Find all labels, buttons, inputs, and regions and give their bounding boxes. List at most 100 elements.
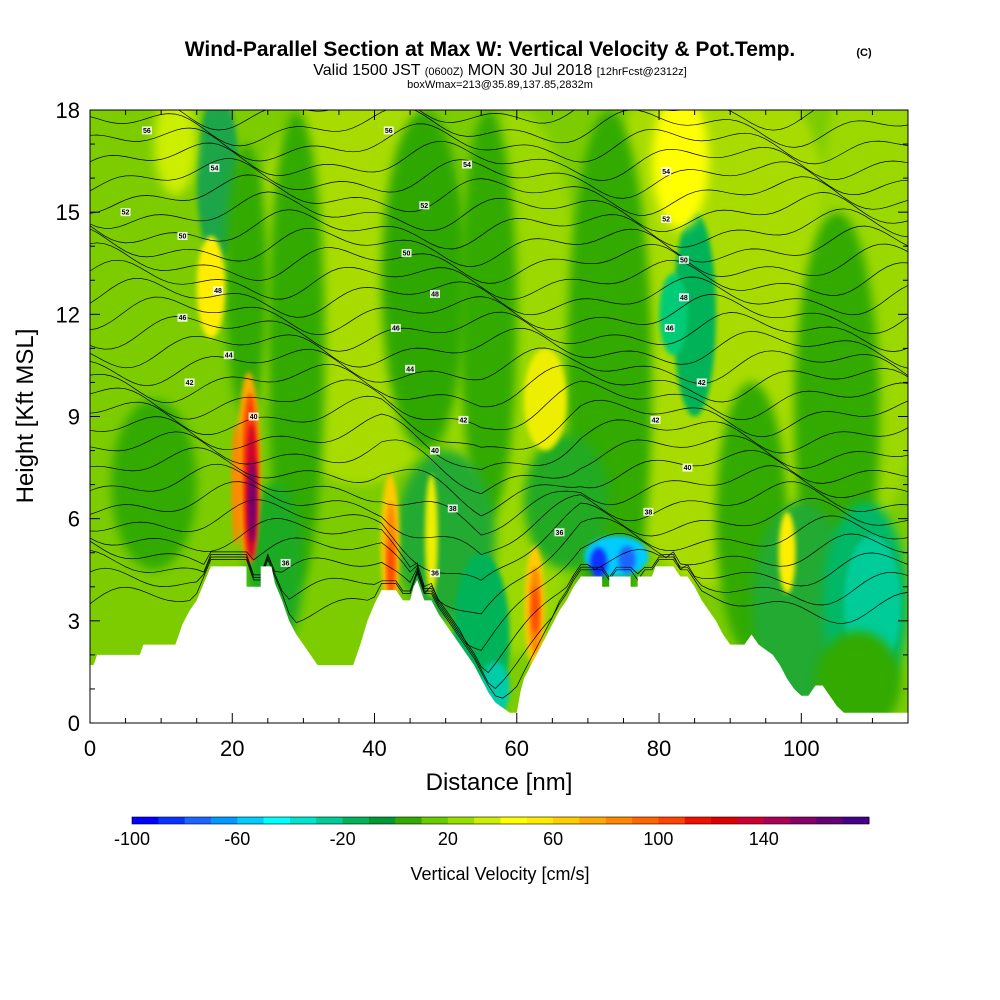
x-tick-label: 100 (783, 736, 820, 761)
colorbar-swatch (842, 817, 870, 824)
colorbar-swatch (184, 817, 212, 824)
theta-contour (90, 294, 908, 336)
contour-labels: 56 56 54 54 54 52 52 52 50 50 50 48 48 48 46 46 46 44 44 42… (120, 126, 707, 578)
velocity-cell (523, 348, 567, 451)
velocity-cell (225, 144, 268, 417)
colorbar-tick-label: 20 (438, 829, 458, 849)
theta-contour (90, 395, 908, 450)
theta-contour (90, 140, 908, 181)
subtitle-prefix: Valid 1500 JST (313, 62, 421, 79)
theta-contour (90, 110, 908, 148)
theta-contour (90, 123, 908, 165)
colorbar-tick-label: 60 (543, 829, 563, 849)
contour-label-bg (390, 323, 401, 332)
colorbar-tick-label: 140 (749, 829, 779, 849)
colorbar-swatch (237, 817, 265, 824)
colorbar-swatch (684, 817, 712, 824)
colorbar-swatch (210, 817, 238, 824)
contour-label: 56 (385, 128, 393, 135)
colorbar-swatch (368, 817, 396, 824)
contour-label-bg (248, 412, 259, 421)
colorbar-swatch (395, 817, 423, 824)
colorbar-title: Vertical Velocity [cm/s] (410, 864, 589, 884)
velocity-cell (111, 399, 197, 570)
contour-label-bg (650, 415, 661, 424)
colorbar-swatch (737, 817, 765, 824)
contour-label-bg (280, 558, 291, 567)
contour-label: 38 (449, 506, 457, 513)
contour-label-bg (643, 507, 654, 516)
contour-label-bg (429, 569, 440, 578)
colorbar-swatch (763, 817, 791, 824)
subtitle-main: MON 30 Jul 2018 (468, 62, 593, 79)
chart-subtitle-line2: boxWmax=213@35.89,137.85,2832m (407, 79, 593, 91)
velocity-cell (618, 545, 636, 574)
colorbar-swatch (632, 817, 659, 824)
contour-label: 52 (420, 203, 428, 210)
contour-label: 50 (179, 234, 187, 241)
y-tick-label: 18 (56, 98, 80, 123)
theta-contour (90, 556, 908, 689)
contour-label-bg (461, 160, 472, 169)
colorbar-swatch (421, 817, 449, 824)
contour-label-bg (664, 323, 675, 332)
colorbar-tick-label: -20 (330, 829, 356, 849)
colorbar-swatch (816, 817, 844, 824)
colorbar-swatch (132, 817, 159, 824)
x-axis-title: Distance [nm] (426, 769, 573, 796)
x-tick-label: 80 (647, 736, 671, 761)
contour-label: 50 (403, 251, 411, 258)
colorbar-swatch (342, 817, 370, 824)
chart-subtitle: Valid 1500 JST (0600Z) MON 30 Jul 2018 [… (313, 62, 686, 79)
contour-label-bg (429, 289, 440, 298)
colorbar-tick-label: -60 (224, 829, 250, 849)
subtitle-small-2: [12hrFcst@2312z] (597, 66, 687, 78)
velocity-cell (523, 433, 610, 570)
velocity-cell (815, 631, 901, 723)
velocity-field (111, 110, 908, 723)
contour-label: 44 (406, 366, 414, 373)
theta-contour (90, 158, 908, 199)
contour-label-bg (141, 126, 152, 135)
subtitle-small-1: (0600Z) (425, 66, 464, 78)
x-tick-label: 0 (84, 736, 96, 761)
velocity-cell (231, 423, 242, 546)
plot-area: 56 56 54 54 54 52 52 52 50 50 50 48 48 48 46 46 46 44 44 42… (90, 110, 908, 723)
velocity-cell (387, 539, 395, 594)
colorbar-swatch (711, 817, 738, 824)
theta-contour (90, 533, 908, 651)
colorbar-swatch (790, 817, 817, 824)
contour-label: 48 (214, 288, 222, 295)
colorbar-tick-label: 100 (643, 829, 673, 849)
theta-contour (90, 481, 908, 555)
contour-label-bg (429, 446, 440, 455)
colorbar-swatch (526, 817, 554, 824)
colorbar-swatch (289, 817, 317, 824)
contour-label: 38 (644, 509, 652, 516)
theta-contour (90, 225, 908, 267)
contour-label-bg (661, 167, 672, 176)
theta-contour (90, 447, 908, 517)
contour-label-bg (177, 232, 188, 241)
contour-label-bg (678, 255, 689, 264)
contour-label: 46 (666, 325, 674, 332)
colorbar-swatch (474, 817, 501, 824)
y-tick-label: 3 (68, 609, 80, 634)
theta-contour (90, 191, 908, 232)
theta-contour (90, 558, 908, 699)
contour-label-bg (678, 293, 689, 302)
colorbar-swatch (158, 817, 186, 824)
y-tick-label: 15 (56, 200, 80, 225)
contour-label: 52 (662, 216, 670, 223)
theta-contour (90, 311, 908, 352)
contour-label: 48 (680, 295, 688, 302)
x-tick-label: 20 (220, 736, 244, 761)
theta-contour (90, 276, 908, 318)
y-tick-label: 6 (68, 507, 80, 532)
y-axis-title: Height [Kft MSL] (12, 329, 39, 504)
theta-contour (90, 242, 908, 284)
colorbar-swatch (263, 817, 291, 824)
contour-label: 54 (211, 165, 219, 172)
